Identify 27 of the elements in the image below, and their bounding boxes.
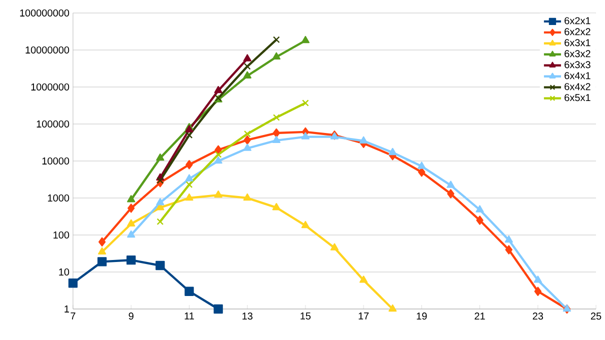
x-tick-label: 23 (532, 312, 544, 320)
legend-label: 6x2x1 (564, 17, 590, 24)
x-tick-label: 25 (590, 312, 602, 320)
y-tick-label: 10 (59, 268, 70, 276)
x-tick-label: 21 (474, 312, 485, 320)
x-tick-label: 11 (184, 312, 194, 320)
y-tick-label: 10000 (42, 157, 70, 165)
legend-label: 6x4x2 (564, 83, 590, 90)
y-tick-label: 100 (54, 231, 70, 239)
legend-label: 6x4x1 (564, 72, 590, 80)
x-tick-label: 13 (242, 312, 252, 320)
x-tick-label: 19 (416, 312, 427, 320)
legend-label: 6x3x1 (564, 39, 590, 46)
y-tick-label: 100000 (36, 120, 70, 128)
y-tick-label: 100000000 (20, 9, 70, 17)
legend-label: 6x3x3 (564, 61, 590, 68)
x-tick-label: 9 (128, 312, 134, 320)
y-tick-label: 10000000 (26, 46, 70, 54)
x-tick-label: 7 (70, 312, 76, 320)
x-tick-label: 15 (300, 312, 311, 320)
legend-label: 6x3x2 (564, 50, 590, 58)
x-tick-label: 17 (358, 312, 369, 320)
y-tick-label: 1000000 (31, 83, 70, 91)
legend-label: 6x2x2 (564, 28, 590, 36)
legend-label: 6x5x1 (564, 94, 590, 102)
y-tick-label: 1 (64, 306, 69, 312)
y-tick-label: 1000 (48, 194, 70, 202)
